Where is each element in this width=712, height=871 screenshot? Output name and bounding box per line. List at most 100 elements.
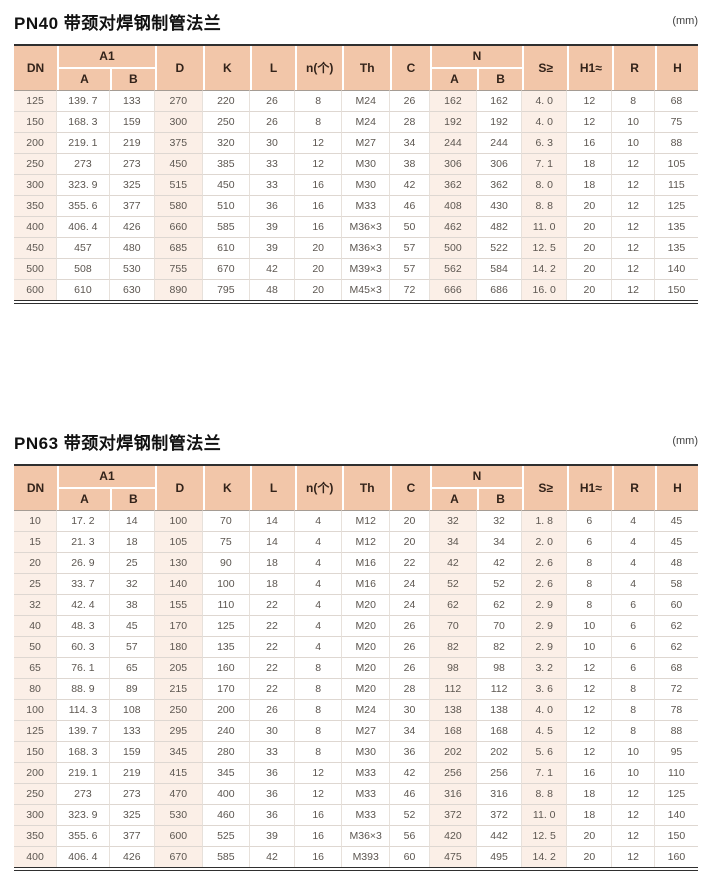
cell: 26 (249, 112, 296, 133)
cell: 4. 0 (522, 112, 568, 133)
cell: 58 (654, 574, 698, 595)
cell: 12 (567, 679, 613, 700)
cell: 100 (154, 510, 203, 532)
col-header-a1-group: A1 (57, 46, 155, 69)
cell: M30 (342, 175, 391, 196)
cell: 38 (109, 595, 155, 616)
cell: 306 (429, 154, 477, 175)
cell: 20 (390, 510, 430, 532)
cell: 6 (612, 616, 655, 637)
cell: 525 (202, 826, 250, 847)
cell: 57 (390, 259, 430, 280)
cell: 62 (429, 595, 477, 616)
table-row: 150 168. 3 159 300 250 26 8 M24 28 192 192 4. 0 12 10… (14, 112, 698, 133)
col-header-n-b: B (477, 489, 523, 510)
cell: 28 (390, 679, 430, 700)
cell: 12 (295, 133, 343, 154)
cell: 666 (429, 280, 477, 300)
cell: 400 (14, 217, 58, 238)
cell: 202 (429, 742, 477, 763)
cell: 400 (202, 784, 250, 805)
cell: 345 (202, 763, 250, 784)
cell: 48. 3 (57, 616, 110, 637)
cell: 1. 8 (522, 510, 568, 532)
col-header-n-group: N (429, 46, 523, 69)
table-row: 500 508 530 755 670 42 20 M39×3 57 562 584 14. 2 20 1… (14, 259, 698, 280)
cell: 295 (154, 721, 203, 742)
cell: 10 (612, 133, 655, 154)
cell: 45 (654, 532, 698, 553)
col-header-n-a: A (429, 489, 477, 510)
cell: 600 (14, 280, 58, 300)
cell: 138 (429, 700, 477, 721)
cell: 18 (249, 574, 296, 595)
cell: 219. 1 (57, 763, 110, 784)
cell: M12 (342, 532, 391, 553)
cell: M33 (342, 805, 391, 826)
cell: 219 (109, 133, 155, 154)
cell: M24 (342, 90, 391, 112)
cell: 26. 9 (57, 553, 110, 574)
col-header-l: L (249, 466, 296, 510)
col-header-dn: DN (14, 46, 58, 90)
cell: 584 (477, 259, 523, 280)
cell: 10 (612, 742, 655, 763)
cell: 495 (477, 847, 523, 867)
cell: 20 (567, 238, 613, 259)
cell: 45 (654, 510, 698, 532)
table-row: 125 139. 7 133 295 240 30 8 M27 34 168 168 4. 5 12 8 8… (14, 721, 698, 742)
cell: 155 (154, 595, 203, 616)
cell: 11. 0 (522, 805, 568, 826)
cell: 30 (249, 721, 296, 742)
table-row: 65 76. 1 65 205 160 22 8 M20 26 98 98 3. 2 12 6 68 (14, 658, 698, 679)
page-title-pn40: PN40 带颈对焊钢制管法兰 (14, 13, 222, 33)
cell: 2. 0 (522, 532, 568, 553)
cell: 16 (567, 763, 613, 784)
cell: 215 (154, 679, 203, 700)
cell: M33 (342, 784, 391, 805)
cell: 325 (109, 805, 155, 826)
cell: 24 (390, 574, 430, 595)
cell: 500 (429, 238, 477, 259)
cell: 610 (57, 280, 110, 300)
cell: 52 (477, 574, 523, 595)
cell: 139. 7 (57, 721, 110, 742)
cell: 316 (429, 784, 477, 805)
cell: 12 (295, 154, 343, 175)
cell: 21. 3 (57, 532, 110, 553)
col-header-d: D (154, 46, 203, 90)
cell: 162 (477, 90, 523, 112)
table-row: 300 323. 9 325 515 450 33 16 M30 42 362 362 8. 0 18 1… (14, 175, 698, 196)
cell: 42 (249, 259, 296, 280)
cell: M393 (342, 847, 391, 867)
cell: 14 (249, 532, 296, 553)
cell: 377 (109, 826, 155, 847)
cell: 26 (249, 90, 296, 112)
cell: 4 (612, 510, 655, 532)
cell: 8 (567, 595, 613, 616)
cell: 12 (612, 805, 655, 826)
cell: M36×3 (342, 826, 391, 847)
cell: 26 (390, 637, 430, 658)
cell: M33 (342, 196, 391, 217)
col-header-s: S≥ (522, 466, 568, 510)
cell: 34 (390, 721, 430, 742)
cell: M20 (342, 658, 391, 679)
cell: 105 (654, 154, 698, 175)
cell: 2. 9 (522, 616, 568, 637)
col-header-n-a: A (429, 69, 477, 90)
cell: 4 (295, 532, 343, 553)
cell: 12 (612, 784, 655, 805)
cell: 150 (14, 742, 58, 763)
cell: 98 (477, 658, 523, 679)
col-header-r: R (612, 46, 655, 90)
cell: 125 (202, 616, 250, 637)
cell: 159 (109, 742, 155, 763)
table-row: 350 355. 6 377 600 525 39 16 M36×3 56 420 442 12. 5… (14, 826, 698, 847)
cell: 14. 2 (522, 259, 568, 280)
cell: 39 (249, 217, 296, 238)
cell: 273 (57, 154, 110, 175)
cell: 4 (612, 574, 655, 595)
cell: 18 (567, 154, 613, 175)
